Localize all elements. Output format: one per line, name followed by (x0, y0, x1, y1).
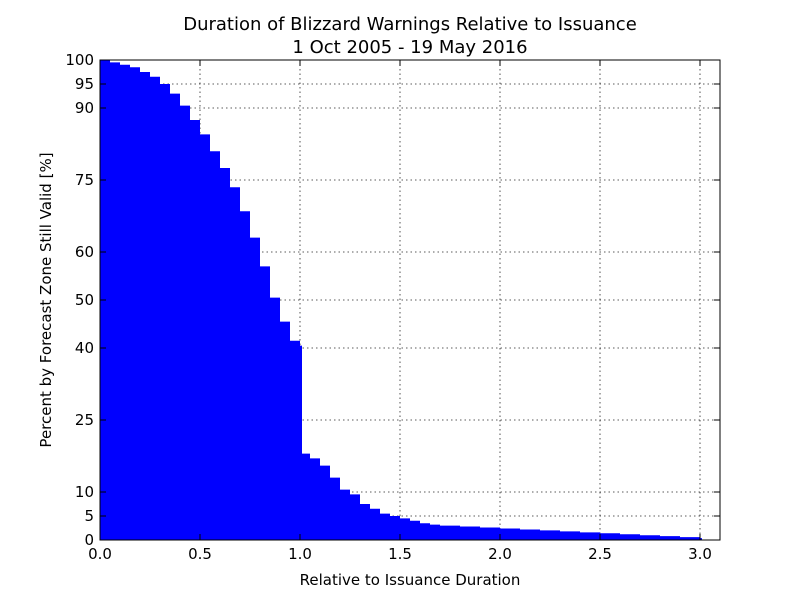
y-tick-label: 5 (84, 507, 94, 525)
x-tick-label: 2.0 (488, 545, 512, 563)
chart-subtitle: 1 Oct 2005 - 19 May 2016 (292, 37, 527, 58)
y-tick-label: 0 (84, 531, 94, 549)
x-tick-label: 2.5 (588, 545, 612, 563)
y-tick-label: 90 (75, 99, 94, 117)
x-tick-label: 0.5 (188, 545, 212, 563)
chart-title: Duration of Blizzard Warnings Relative t… (183, 14, 637, 35)
y-tick-label: 50 (75, 291, 94, 309)
x-tick-label: 1.0 (288, 545, 312, 563)
valid-percent-area (100, 60, 702, 540)
x-tick-label: 0.0 (88, 545, 112, 563)
y-tick-label: 60 (75, 243, 94, 261)
y-tick-label: 75 (75, 171, 94, 189)
x-tick-label: 3.0 (688, 545, 712, 563)
y-tick-label: 100 (65, 51, 94, 69)
plot-area (100, 60, 702, 540)
x-tick-label: 1.5 (388, 545, 412, 563)
y-tick-label: 25 (75, 411, 94, 429)
y-axis-label: Percent by Forecast Zone Still Valid [%] (37, 152, 55, 447)
y-tick-label: 10 (75, 483, 94, 501)
axis-ticks (99, 59, 720, 541)
y-tick-labels: 0 5 10 25 40 50 60 75 90 95 100 (65, 51, 94, 549)
plot-frame (99, 59, 721, 541)
y-tick-label: 40 (75, 339, 94, 357)
y-tick-label: 95 (75, 75, 94, 93)
x-tick-labels: 0.0 0.5 1.0 1.5 2.0 2.5 3.0 (88, 545, 712, 563)
x-axis-label: Relative to Issuance Duration (300, 571, 521, 589)
